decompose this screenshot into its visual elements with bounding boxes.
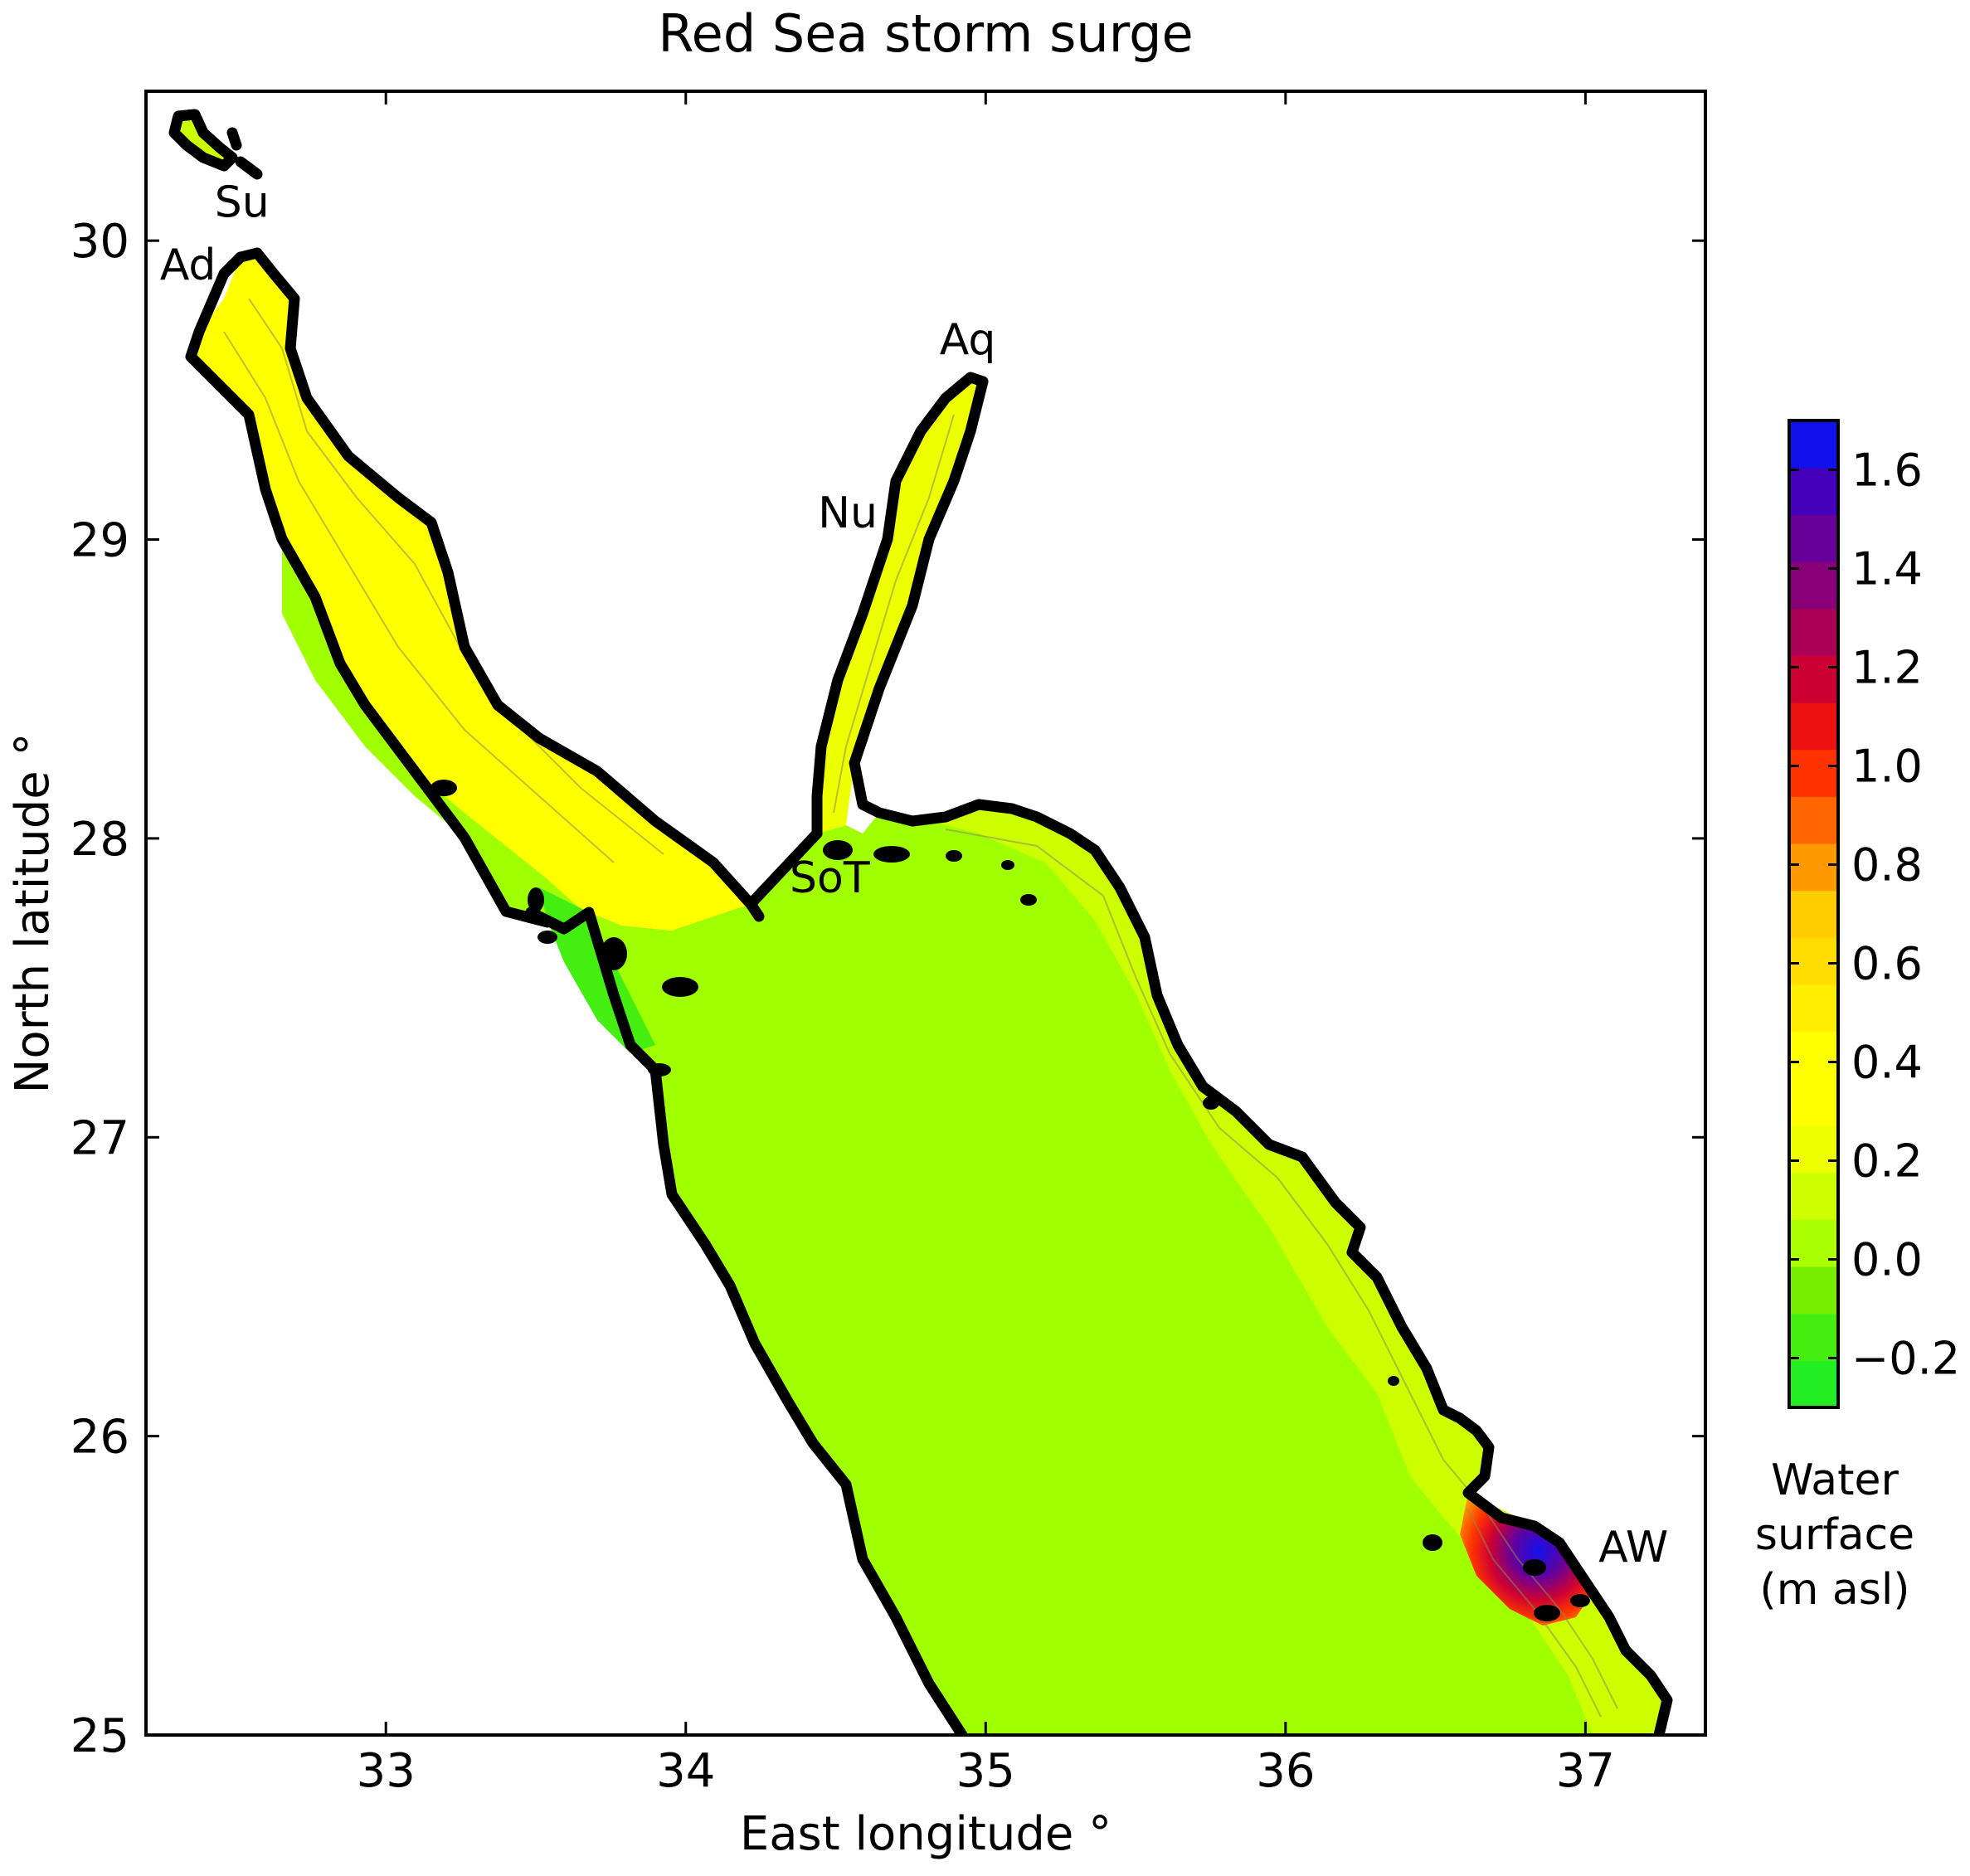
y-tick-label: 25 [71,1709,129,1763]
x-tick-label: 34 [656,1744,715,1798]
colorbar-segment [1789,1125,1838,1174]
colorbar-segment [1789,890,1838,938]
colorbar-tick-label: 1.0 [1851,741,1923,793]
colorbar-tick-label: 0.0 [1851,1234,1923,1286]
colorbar-segment [1789,1266,1838,1315]
colorbar-segment [1789,1313,1838,1361]
colorbar-segment [1789,1172,1838,1220]
contour-line [833,414,955,814]
colorbar-tick-label: 1.4 [1851,543,1923,595]
place-label: Aq [940,315,996,365]
colorbar-segment [1789,1031,1838,1079]
x-tick-label: 33 [357,1744,416,1798]
map-frame [144,90,1707,1737]
coastline-suez-west [185,251,968,1735]
map-plot-area [168,109,1673,1735]
colorbar-tick-label: 0.4 [1851,1037,1923,1089]
coastline-aqaba-east [849,376,1673,1735]
contour-line [1484,1509,1618,1709]
colorbar-segment [1789,1078,1838,1126]
y-tick-label: 27 [71,1111,129,1165]
colorbar-tick-label: 0.2 [1851,1135,1923,1188]
colorbar-segment [1789,984,1838,1033]
x-tick-label: 36 [1256,1744,1315,1798]
contour-line [223,331,615,863]
colorbar-segment [1789,514,1838,562]
place-label: Su [215,177,270,227]
colorbar: −0.2 0.0 0.2 0.4 0.6 0.8 1.0 1.2 1.4 1.6 Water surf… [1755,419,1960,1615]
x-tick-label: 37 [1556,1744,1615,1798]
colorbar-segment [1789,749,1838,797]
colorbar-segment [1789,843,1838,892]
colorbar-segment [1789,702,1838,751]
map-title: Red Sea storm surge [658,3,1193,64]
red-sea-body [506,804,1667,1735]
colorbar-tick-label: 0.6 [1851,938,1923,990]
axes: 33 34 35 36 37 25 26 27 28 29 30 [71,91,1705,1798]
coastline-suez-east [235,247,823,922]
colorbar-segment [1789,796,1838,844]
place-label: Ad [160,241,216,290]
y-tick-label: 28 [71,813,129,867]
y-tick-label: 30 [71,215,129,269]
colorbar-segment [1789,1360,1838,1408]
surge-hotspot [1460,1493,1593,1626]
colorbar-title-line: surface [1755,1510,1914,1560]
place-label: AW [1598,1523,1668,1572]
x-tick-label: 35 [956,1744,1015,1798]
colorbar-tick-label: 1.2 [1851,642,1923,694]
colorbar-title-line: (m asl) [1759,1565,1909,1615]
colorbar-tick-label: 0.8 [1851,839,1923,892]
place-label: Nu [818,488,878,538]
x-axis-label: East longitude ° [740,1807,1111,1861]
y-axis-label: North latitude ° [6,732,60,1093]
colorbar-segment [1789,420,1838,469]
islands [430,780,1590,1621]
place-label: SoT [790,853,870,903]
coastline-lake [168,109,238,172]
gulf-of-aqaba [817,377,983,834]
colorbar-title-line: Water [1771,1456,1899,1505]
contour-line [1467,1509,1602,1718]
place-labels: Su Ad Aq Nu SoT AW [160,177,1669,1572]
gulf-of-suez [191,253,751,931]
colorbar-tick-label: 1.6 [1851,445,1923,497]
great-bitter-lake [174,114,232,166]
colorbar-segment [1789,655,1838,703]
contour-line [945,829,1486,1510]
coastline-canal [226,127,263,180]
y-tick-label: 29 [71,514,129,568]
colorbar-segment [1789,608,1838,656]
coastline-aqaba-west [811,372,989,839]
suez-western-green [282,539,581,922]
colorbar-frame [1788,419,1840,1409]
y-tick-label: 26 [71,1411,129,1465]
contour-line [248,298,664,855]
colorbar-segment [1789,467,1838,515]
colorbar-segment [1789,937,1838,985]
colorbar-tick-label: −0.2 [1851,1333,1960,1385]
